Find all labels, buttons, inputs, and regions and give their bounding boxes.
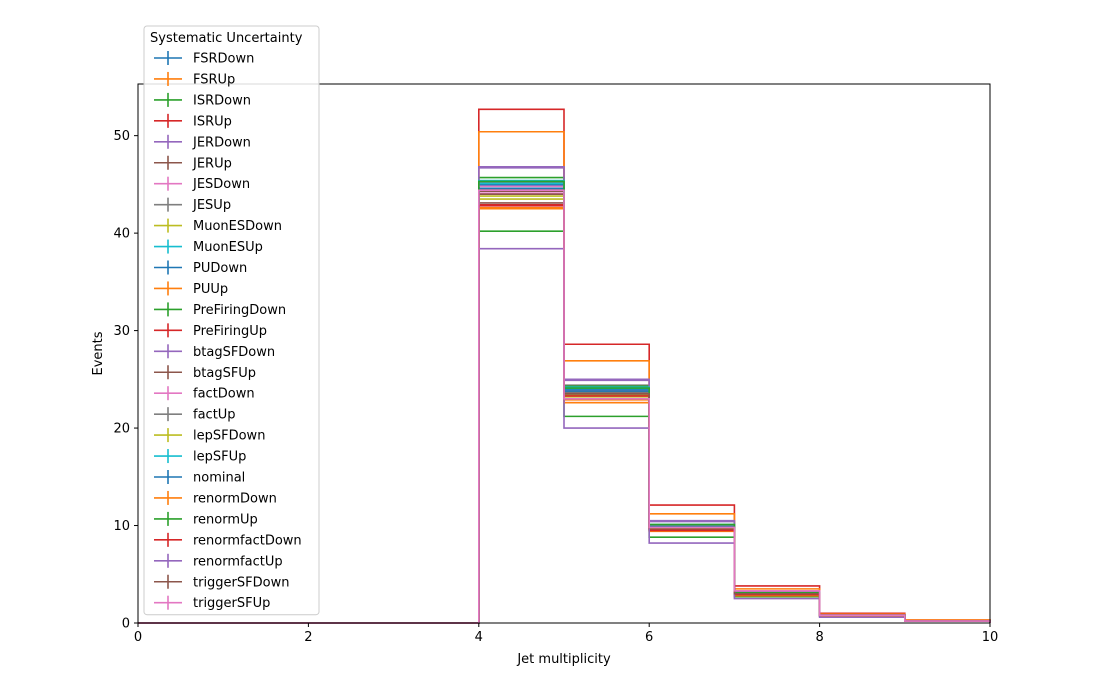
legend-entry-PUUp: PUUp	[154, 281, 228, 297]
legend-entry-PUDown: PUDown	[154, 260, 247, 276]
legend-label: triggerSFUp	[193, 596, 270, 611]
x-tick-label: 4	[475, 630, 483, 645]
y-tick-label: 50	[113, 129, 130, 144]
y-tick-label: 0	[122, 617, 130, 632]
legend: Systematic Uncertainty FSRDown FSRUp ISRDo…	[143, 25, 320, 616]
legend-entry-JESUp: JESUp	[154, 197, 231, 213]
legend-entry-btagSFUp: btagSFUp	[154, 365, 256, 381]
legend-entry-factDown: factDown	[154, 386, 255, 402]
x-tick-label: 10	[982, 630, 999, 645]
legend-entry-triggerSFDown: triggerSFDown	[154, 574, 289, 590]
legend-label: nominal	[193, 471, 245, 486]
legend-entry-JERDown: JERDown	[154, 134, 251, 150]
legend-label: factDown	[193, 387, 255, 402]
legend-label: MuonESUp	[193, 240, 263, 255]
legend-entry-btagSFDown: btagSFDown	[154, 344, 275, 360]
legend-entry-MuonESUp: MuonESUp	[154, 239, 263, 255]
x-tick-label: 2	[304, 630, 312, 645]
legend-label: JESUp	[192, 198, 231, 213]
legend-title: Systematic Uncertainty	[150, 31, 303, 46]
legend-entry-triggerSFUp: triggerSFUp	[154, 595, 270, 611]
legend-label: FSRUp	[193, 72, 235, 87]
legend-label: PreFiringDown	[193, 303, 286, 318]
legend-entry-MuonESDown: MuonESDown	[154, 218, 282, 234]
x-axis-label: Jet multiplicity	[516, 652, 611, 667]
legend-entry-lepSFUp: lepSFUp	[154, 449, 246, 465]
x-tick-label: 8	[815, 630, 823, 645]
legend-entry-PreFiringDown: PreFiringDown	[154, 302, 286, 318]
legend-entry-renormfactUp: renormfactUp	[154, 553, 283, 569]
legend-label: renormfactUp	[193, 554, 283, 569]
legend-entry-renormfactDown: renormfactDown	[154, 532, 302, 548]
legend-items: FSRDown FSRUp ISRDown ISRUp JERDown JERUp JESD…	[154, 51, 302, 611]
legend-entry-ISRUp: ISRUp	[154, 113, 232, 129]
legend-entry-renormDown: renormDown	[154, 490, 277, 506]
legend-label: btagSFDown	[193, 345, 275, 360]
y-tick-label: 20	[113, 422, 130, 437]
y-tick-label: 40	[113, 227, 130, 242]
y-axis-label: Events	[91, 331, 106, 375]
y-axis-ticks: 0 10 20 30 40 50	[113, 129, 138, 632]
legend-label: PreFiringUp	[193, 324, 267, 339]
legend-label: JERDown	[192, 135, 251, 150]
legend-label: btagSFUp	[193, 366, 256, 381]
y-tick-label: 10	[113, 519, 130, 534]
legend-label: MuonESDown	[193, 219, 282, 234]
legend-label: PUDown	[193, 261, 247, 276]
x-tick-label: 6	[645, 630, 653, 645]
x-axis-ticks: 0 2 4 6 8 10	[134, 623, 998, 645]
legend-entry-PreFiringUp: PreFiringUp	[154, 323, 267, 339]
legend-label: FSRDown	[193, 52, 254, 67]
legend-label: lepSFDown	[193, 429, 265, 444]
axes-frame	[137, 83, 991, 624]
legend-label: renormUp	[193, 512, 258, 527]
legend-label: factUp	[193, 408, 236, 423]
legend-label: triggerSFDown	[193, 575, 289, 590]
legend-entry-renormUp: renormUp	[154, 511, 258, 527]
legend-label: renormDown	[193, 491, 277, 506]
legend-label: ISRDown	[193, 93, 251, 108]
x-tick-label: 0	[134, 630, 142, 645]
legend-label: JERUp	[192, 156, 232, 171]
legend-entry-nominal: nominal	[154, 470, 245, 486]
legend-entry-JESDown: JESDown	[154, 176, 250, 192]
legend-box	[143, 25, 320, 616]
legend-label: JESDown	[192, 177, 250, 192]
legend-label: lepSFUp	[193, 450, 246, 465]
legend-entry-ISRDown: ISRDown	[154, 92, 251, 108]
legend-entry-factUp: factUp	[154, 407, 236, 423]
legend-label: renormfactDown	[193, 533, 302, 548]
legend-label: ISRUp	[193, 114, 232, 129]
legend-entry-FSRDown: FSRDown	[154, 51, 254, 67]
legend-label: PUUp	[193, 282, 228, 297]
legend-entry-FSRUp: FSRUp	[154, 71, 235, 87]
legend-entry-lepSFDown: lepSFDown	[154, 428, 265, 444]
legend-entry-JERUp: JERUp	[154, 155, 232, 171]
y-tick-label: 30	[113, 324, 130, 339]
